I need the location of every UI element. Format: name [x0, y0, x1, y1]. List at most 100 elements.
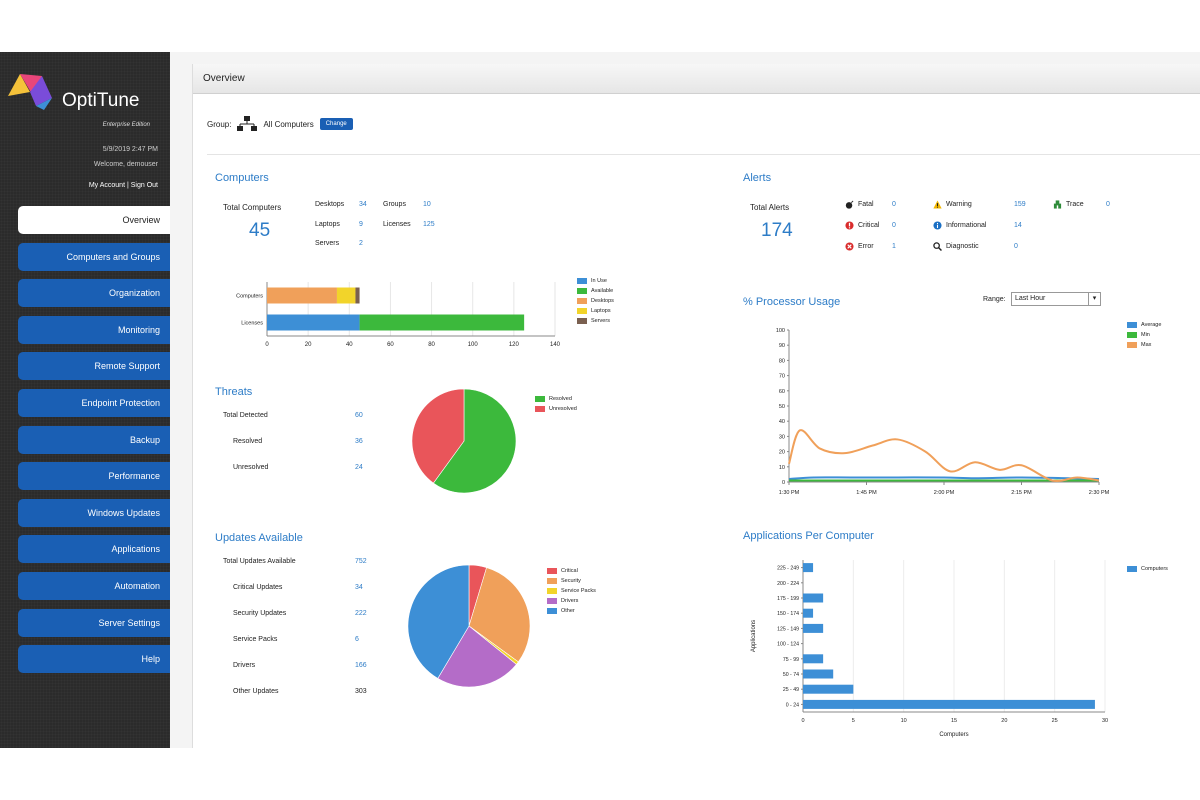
- total-updates-value[interactable]: 752: [355, 558, 367, 565]
- app-name: OptiTune: [62, 90, 140, 111]
- updates-legend-other: Other: [547, 606, 596, 616]
- sidebar-item-remote-support[interactable]: Remote Support: [18, 352, 170, 381]
- category-label: 125 - 149: [777, 626, 799, 632]
- x-tick-label: 80: [428, 342, 435, 348]
- total-detected-value[interactable]: 60: [355, 412, 363, 419]
- my-account-link[interactable]: My Account: [88, 182, 126, 189]
- security-updates-value[interactable]: 222: [355, 610, 367, 617]
- trace-icon: [1053, 200, 1062, 209]
- total-computers-value[interactable]: 45: [249, 220, 271, 241]
- sidebar-item-backup[interactable]: Backup: [18, 425, 170, 454]
- resolved-value[interactable]: 36: [355, 438, 363, 445]
- sidebar-item-help[interactable]: Help: [18, 645, 170, 674]
- unresolved-label: Unresolved: [233, 464, 269, 471]
- updates-legend-service-packs: Service Packs: [547, 586, 596, 596]
- y-tick-label: 70: [779, 374, 785, 380]
- bar-0-24[interactable]: [803, 699, 1095, 709]
- bar-available-licenses[interactable]: [359, 314, 525, 331]
- pie-slice-unresolved[interactable]: [411, 388, 465, 484]
- desktops-value[interactable]: 34: [359, 201, 367, 208]
- sidebar-item-applications[interactable]: Applications: [18, 535, 170, 564]
- computers-legend-servers: Servers: [577, 316, 614, 326]
- pie-slice-resolved[interactable]: [433, 388, 517, 494]
- service-packs-label: Service Packs: [233, 636, 278, 643]
- pie-slice-other[interactable]: [407, 564, 470, 679]
- computers-title[interactable]: Computers: [215, 172, 269, 184]
- bar-50-74[interactable]: [803, 669, 834, 679]
- category-label: 200 - 224: [777, 581, 799, 587]
- drivers-value[interactable]: 166: [355, 662, 367, 669]
- line-max[interactable]: [788, 429, 1100, 482]
- alert-trace[interactable]: Trace 0: [1053, 200, 1110, 209]
- sidebar-item-endpoint-protection[interactable]: Endpoint Protection: [18, 389, 170, 417]
- y-tick-label: 40: [779, 419, 785, 425]
- legend-swatch: [547, 588, 557, 594]
- total-alerts-label: Total Alerts: [750, 203, 790, 212]
- bar-laptops-computers[interactable]: [336, 287, 356, 304]
- x-tick-label: 0: [265, 342, 269, 348]
- bar-desktops-computers[interactable]: [267, 287, 337, 304]
- y-tick-label: 10: [779, 465, 785, 471]
- legend-label: Other: [561, 608, 575, 614]
- sidebar-item-windows-updates[interactable]: Windows Updates: [18, 498, 170, 527]
- info-icon: [933, 221, 942, 230]
- groups-value[interactable]: 10: [423, 201, 431, 208]
- line-average[interactable]: [788, 476, 1100, 480]
- legend-swatch: [547, 568, 557, 574]
- change-group-button[interactable]: Change: [319, 118, 353, 130]
- apps-title[interactable]: Applications Per Computer: [743, 530, 874, 542]
- sidebar-item-performance[interactable]: Performance: [18, 462, 170, 491]
- alerts-title[interactable]: Alerts: [743, 172, 772, 184]
- legend-label: Desktops: [591, 298, 614, 304]
- alert-fatal[interactable]: Fatal 0: [845, 200, 896, 209]
- laptops-value[interactable]: 9: [359, 221, 363, 228]
- pie-slice-drivers[interactable]: [437, 625, 517, 688]
- legend-swatch: [577, 298, 587, 304]
- legend-label: Computers: [1141, 566, 1168, 572]
- x-tick-label: 15: [951, 718, 957, 724]
- servers-value[interactable]: 2: [359, 240, 363, 247]
- bar-175-199[interactable]: [803, 593, 824, 603]
- threats-title[interactable]: Threats: [215, 386, 253, 398]
- licenses-value[interactable]: 125: [423, 221, 435, 228]
- bar-125-149[interactable]: [803, 623, 824, 633]
- other-updates-value[interactable]: 303: [355, 688, 367, 695]
- alert-informational[interactable]: Informational 14: [933, 221, 1022, 230]
- x-tick-label: 1:30 PM: [779, 490, 800, 496]
- processor-title[interactable]: % Processor Usage: [743, 296, 841, 308]
- sidebar-item-overview[interactable]: Overview: [18, 206, 170, 234]
- bar-in-use-licenses[interactable]: [267, 314, 360, 331]
- bar-150-174[interactable]: [803, 608, 814, 618]
- range-label: Range:: [983, 296, 1006, 303]
- sign-out-link[interactable]: Sign Out: [130, 182, 158, 189]
- legend-label: Critical: [561, 568, 578, 574]
- critical-updates-value[interactable]: 34: [355, 584, 363, 591]
- unresolved-value[interactable]: 24: [355, 464, 363, 471]
- magnifier-icon: [933, 242, 942, 251]
- alert-diagnostic[interactable]: Diagnostic 0: [933, 242, 1018, 251]
- bar-25-49[interactable]: [803, 684, 854, 694]
- y-tick-label: 0: [782, 480, 785, 486]
- error-icon: [845, 242, 854, 251]
- critical-icon: [845, 221, 854, 230]
- bar-75-99[interactable]: [803, 654, 824, 664]
- legend-label: In Use: [591, 278, 607, 284]
- category-label: 225 - 249: [777, 566, 799, 572]
- sidebar-item-automation[interactable]: Automation: [18, 572, 170, 600]
- updates-title[interactable]: Updates Available: [215, 532, 303, 544]
- alert-critical[interactable]: Critical 0: [845, 221, 896, 230]
- category-label: 175 - 199: [777, 596, 799, 602]
- pie-slice-security[interactable]: [468, 567, 531, 663]
- service-packs-value[interactable]: 6: [355, 636, 359, 643]
- alert-error[interactable]: Error 1: [845, 242, 896, 251]
- sidebar-item-monitoring[interactable]: Monitoring: [18, 315, 170, 344]
- bar-servers-computers[interactable]: [355, 287, 360, 304]
- alert-warning[interactable]: Warning 159: [933, 200, 1026, 209]
- sidebar-item-organization[interactable]: Organization: [18, 279, 170, 308]
- range-select[interactable]: Last Hour ▾: [1011, 292, 1101, 306]
- total-alerts-value[interactable]: 174: [761, 220, 793, 241]
- sidebar-item-computers-and-groups[interactable]: Computers and Groups: [18, 242, 170, 271]
- sidebar-item-server-settings[interactable]: Server Settings: [18, 608, 170, 637]
- groups-label: Groups: [383, 201, 406, 208]
- bar-225-249[interactable]: [803, 563, 814, 573]
